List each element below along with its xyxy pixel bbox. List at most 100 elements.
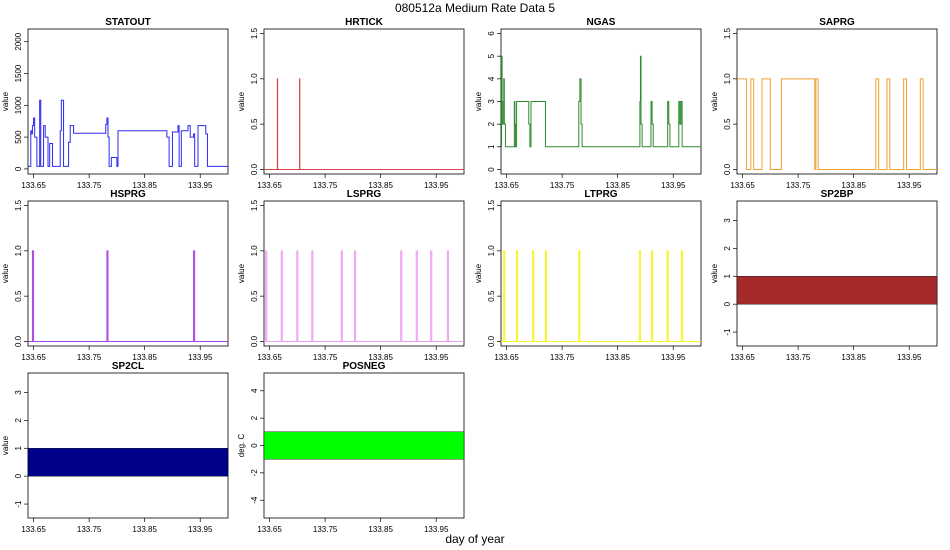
x-tick-label: 133.65 xyxy=(730,353,755,362)
y-tick-label: 2000 xyxy=(14,32,23,50)
y-axis-label: value xyxy=(1,435,10,455)
y-axis-label: value xyxy=(1,91,10,111)
x-tick-label: 133.75 xyxy=(313,525,338,534)
panel-title: STATOUT xyxy=(105,17,151,28)
y-tick-label: 0.5 xyxy=(250,118,259,130)
panel-title: NGAS xyxy=(587,17,616,28)
y-tick-label: 1.5 xyxy=(250,199,259,211)
panel-posneg: POSNEG deg. C 133.65 133.75 133.85 133.95 -4 -2… xyxy=(237,361,465,534)
y-tick-label: 3 xyxy=(487,99,496,104)
y-tick-label: 500 xyxy=(14,130,23,144)
y-tick-label: 0 xyxy=(723,301,732,306)
series-line xyxy=(28,250,228,342)
series-line xyxy=(737,78,937,170)
y-tick-label: 3 xyxy=(723,218,732,223)
y-tick-label: 0 xyxy=(14,166,23,171)
y-tick-label: 0 xyxy=(487,167,496,172)
y-tick-label: -1 xyxy=(723,328,732,336)
y-tick-label: 4 xyxy=(487,76,496,81)
x-tick-label: 133.65 xyxy=(257,525,282,534)
figure-xlabel: day of year xyxy=(445,532,504,546)
x-tick-label: 133.85 xyxy=(132,181,157,190)
plot-frame xyxy=(27,28,229,175)
series-band xyxy=(263,431,465,460)
x-tick-label: 133.85 xyxy=(841,353,866,362)
plot-frame xyxy=(263,200,465,347)
y-tick-label: 1.0 xyxy=(14,245,23,257)
y-tick-label: 1.0 xyxy=(723,73,732,85)
y-tick-label: 1.5 xyxy=(14,199,23,211)
series-line xyxy=(501,250,701,342)
plot-frame xyxy=(263,28,465,175)
y-tick-label: 6 xyxy=(487,31,496,36)
y-tick-label: -2 xyxy=(250,469,259,477)
y-axis-label: value xyxy=(237,263,246,283)
y-axis-label: value xyxy=(710,263,719,283)
y-tick-label: 0.5 xyxy=(250,290,259,302)
y-tick-label: 0.0 xyxy=(250,335,259,347)
y-tick-label: 0.5 xyxy=(723,118,732,130)
x-tick-label: 133.85 xyxy=(841,181,866,190)
x-tick-label: 133.85 xyxy=(368,525,393,534)
plot-frame xyxy=(736,28,938,175)
y-tick-label: 2 xyxy=(487,121,496,126)
x-tick-label: 133.95 xyxy=(424,525,449,534)
x-tick-label: 133.95 xyxy=(661,181,686,190)
x-tick-label: 133.65 xyxy=(494,181,519,190)
x-tick-label: 133.75 xyxy=(77,525,102,534)
x-tick-label: 133.75 xyxy=(77,181,102,190)
x-tick-label: 133.75 xyxy=(550,181,575,190)
y-tick-label: 5 xyxy=(487,53,496,58)
plot-frame xyxy=(500,200,702,347)
y-tick-label: 0.0 xyxy=(250,163,259,175)
panel-hsprg: HSPRG value 133.65 133.75 133.85 133.95 0.0 0.5… xyxy=(1,189,229,362)
x-tick-label: 133.95 xyxy=(424,353,449,362)
y-tick-label: 0.5 xyxy=(14,290,23,302)
y-tick-label: 1.5 xyxy=(723,27,732,39)
figure-title: 080512a Medium Rate Data 5 xyxy=(395,1,555,15)
x-tick-label: 133.95 xyxy=(424,181,449,190)
y-tick-label: 3 xyxy=(14,390,23,395)
panel-statout: STATOUT value 133.65 133.75 133.85 133.95 0 500… xyxy=(1,17,229,190)
y-axis-label: deg. C xyxy=(237,433,246,457)
x-tick-label: 133.95 xyxy=(188,181,213,190)
series-band xyxy=(736,276,938,305)
panel-title: HSPRG xyxy=(110,189,146,200)
x-tick-label: 133.65 xyxy=(21,525,46,534)
y-tick-label: -4 xyxy=(250,496,259,504)
series-line xyxy=(28,99,228,167)
panel-title: HRTICK xyxy=(345,17,384,28)
y-tick-label: 1 xyxy=(723,274,732,279)
x-tick-label: 133.95 xyxy=(188,525,213,534)
x-tick-label: 133.85 xyxy=(368,181,393,190)
y-tick-label: 1500 xyxy=(14,64,23,82)
y-tick-label: 2 xyxy=(250,415,259,420)
plot-frame xyxy=(27,372,229,519)
x-tick-label: 133.65 xyxy=(730,181,755,190)
panel-hrtick: HRTICK value 133.65 133.75 133.85 133.95 0.0 0.… xyxy=(237,17,465,190)
x-tick-label: 133.75 xyxy=(313,353,338,362)
x-tick-label: 133.85 xyxy=(368,353,393,362)
panel-title: SP2CL xyxy=(112,361,144,372)
y-tick-label: 0.0 xyxy=(723,163,732,175)
y-tick-label: 0.0 xyxy=(487,335,496,347)
x-tick-label: 133.85 xyxy=(605,181,630,190)
x-tick-label: 133.75 xyxy=(786,181,811,190)
plot-frame xyxy=(27,200,229,347)
y-tick-label: 1 xyxy=(14,446,23,451)
y-axis-label: value xyxy=(710,91,719,111)
x-tick-label: 133.95 xyxy=(661,353,686,362)
y-tick-label: 0 xyxy=(250,443,259,448)
panel-lsprg: LSPRG value 133.65 133.75 133.85 133.95 0.0 0.5… xyxy=(237,189,465,362)
y-tick-label: -1 xyxy=(14,500,23,508)
panel-sp2bp: SP2BP value 133.65 133.75 133.85 133.95 -1 0 1 2 3 xyxy=(710,189,938,362)
series-line xyxy=(264,250,464,342)
panel-title: LSPRG xyxy=(347,189,382,200)
x-tick-label: 133.65 xyxy=(21,353,46,362)
panel-sp2cl: SP2CL value 133.65 133.75 133.85 133.95 -1 0 1 2 3 xyxy=(1,361,229,534)
x-tick-label: 133.65 xyxy=(494,353,519,362)
y-axis-label: value xyxy=(237,91,246,111)
y-tick-label: 1.0 xyxy=(250,245,259,257)
